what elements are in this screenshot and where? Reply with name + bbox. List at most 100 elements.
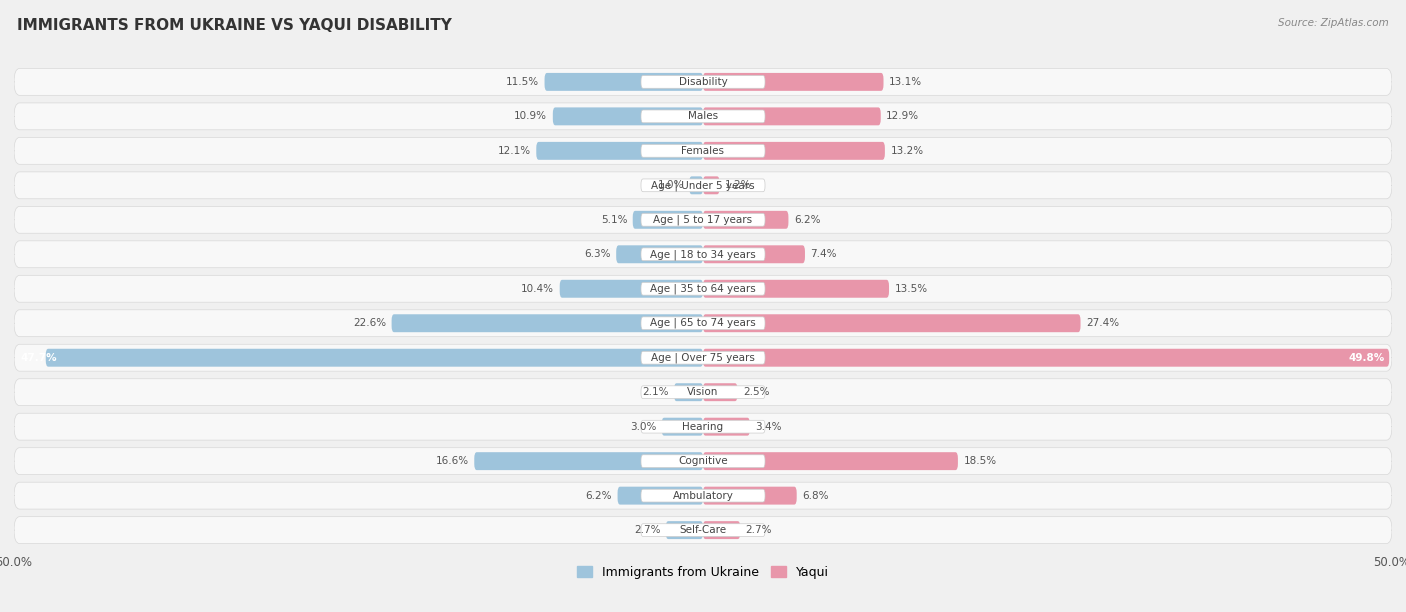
FancyBboxPatch shape	[703, 452, 957, 470]
Text: 47.7%: 47.7%	[21, 353, 58, 363]
FancyBboxPatch shape	[544, 73, 703, 91]
Text: Cognitive: Cognitive	[678, 456, 728, 466]
FancyBboxPatch shape	[703, 142, 884, 160]
FancyBboxPatch shape	[641, 455, 765, 468]
Text: 18.5%: 18.5%	[963, 456, 997, 466]
Text: 3.0%: 3.0%	[630, 422, 657, 431]
Text: Source: ZipAtlas.com: Source: ZipAtlas.com	[1278, 18, 1389, 28]
Text: IMMIGRANTS FROM UKRAINE VS YAQUI DISABILITY: IMMIGRANTS FROM UKRAINE VS YAQUI DISABIL…	[17, 18, 451, 34]
Text: 2.7%: 2.7%	[634, 525, 661, 535]
FancyBboxPatch shape	[703, 418, 749, 436]
FancyBboxPatch shape	[703, 73, 883, 91]
Text: 6.3%: 6.3%	[583, 249, 610, 259]
Legend: Immigrants from Ukraine, Yaqui: Immigrants from Ukraine, Yaqui	[576, 566, 830, 579]
FancyBboxPatch shape	[673, 383, 703, 401]
Text: 13.5%: 13.5%	[894, 284, 928, 294]
Text: 6.8%: 6.8%	[803, 491, 828, 501]
FancyBboxPatch shape	[14, 206, 1392, 233]
Text: 6.2%: 6.2%	[794, 215, 821, 225]
FancyBboxPatch shape	[633, 211, 703, 229]
Text: 11.5%: 11.5%	[506, 77, 538, 87]
Text: 1.0%: 1.0%	[658, 181, 683, 190]
FancyBboxPatch shape	[703, 383, 738, 401]
FancyBboxPatch shape	[689, 176, 703, 194]
Text: 27.4%: 27.4%	[1085, 318, 1119, 328]
Text: Age | 5 to 17 years: Age | 5 to 17 years	[654, 215, 752, 225]
FancyBboxPatch shape	[641, 248, 765, 261]
FancyBboxPatch shape	[14, 103, 1392, 130]
FancyBboxPatch shape	[14, 379, 1392, 406]
FancyBboxPatch shape	[703, 107, 880, 125]
Text: Age | 35 to 64 years: Age | 35 to 64 years	[650, 283, 756, 294]
FancyBboxPatch shape	[641, 282, 765, 295]
Text: Age | 65 to 74 years: Age | 65 to 74 years	[650, 318, 756, 329]
Text: 12.9%: 12.9%	[886, 111, 920, 121]
Text: 7.4%: 7.4%	[810, 249, 837, 259]
FancyBboxPatch shape	[617, 487, 703, 505]
FancyBboxPatch shape	[14, 345, 1392, 371]
FancyBboxPatch shape	[662, 418, 703, 436]
Text: 6.2%: 6.2%	[585, 491, 612, 501]
FancyBboxPatch shape	[703, 280, 889, 297]
Text: 3.4%: 3.4%	[755, 422, 782, 431]
FancyBboxPatch shape	[14, 413, 1392, 440]
FancyBboxPatch shape	[553, 107, 703, 125]
FancyBboxPatch shape	[14, 69, 1392, 95]
Text: 49.8%: 49.8%	[1348, 353, 1385, 363]
FancyBboxPatch shape	[14, 482, 1392, 509]
Text: Disability: Disability	[679, 77, 727, 87]
FancyBboxPatch shape	[392, 315, 703, 332]
FancyBboxPatch shape	[641, 489, 765, 502]
Text: Hearing: Hearing	[682, 422, 724, 431]
FancyBboxPatch shape	[14, 310, 1392, 337]
FancyBboxPatch shape	[703, 521, 740, 539]
Text: 2.7%: 2.7%	[745, 525, 772, 535]
FancyBboxPatch shape	[560, 280, 703, 297]
Text: 10.4%: 10.4%	[522, 284, 554, 294]
FancyBboxPatch shape	[616, 245, 703, 263]
FancyBboxPatch shape	[14, 138, 1392, 164]
FancyBboxPatch shape	[641, 351, 765, 364]
Text: 16.6%: 16.6%	[436, 456, 468, 466]
FancyBboxPatch shape	[641, 75, 765, 88]
FancyBboxPatch shape	[703, 487, 797, 505]
FancyBboxPatch shape	[641, 110, 765, 123]
FancyBboxPatch shape	[703, 211, 789, 229]
FancyBboxPatch shape	[14, 448, 1392, 474]
Text: 5.1%: 5.1%	[600, 215, 627, 225]
Text: 22.6%: 22.6%	[353, 318, 387, 328]
FancyBboxPatch shape	[46, 349, 703, 367]
FancyBboxPatch shape	[14, 172, 1392, 199]
FancyBboxPatch shape	[14, 275, 1392, 302]
Text: 1.2%: 1.2%	[725, 181, 752, 190]
Text: 2.5%: 2.5%	[742, 387, 769, 397]
FancyBboxPatch shape	[703, 349, 1389, 367]
Text: Self-Care: Self-Care	[679, 525, 727, 535]
Text: Vision: Vision	[688, 387, 718, 397]
FancyBboxPatch shape	[703, 176, 720, 194]
FancyBboxPatch shape	[703, 245, 806, 263]
FancyBboxPatch shape	[641, 524, 765, 537]
FancyBboxPatch shape	[536, 142, 703, 160]
Text: 12.1%: 12.1%	[498, 146, 531, 156]
FancyBboxPatch shape	[14, 241, 1392, 267]
Text: Ambulatory: Ambulatory	[672, 491, 734, 501]
FancyBboxPatch shape	[641, 214, 765, 226]
Text: Females: Females	[682, 146, 724, 156]
FancyBboxPatch shape	[641, 420, 765, 433]
Text: Age | 18 to 34 years: Age | 18 to 34 years	[650, 249, 756, 259]
FancyBboxPatch shape	[474, 452, 703, 470]
Text: 10.9%: 10.9%	[515, 111, 547, 121]
Text: Age | Over 75 years: Age | Over 75 years	[651, 353, 755, 363]
FancyBboxPatch shape	[641, 386, 765, 398]
FancyBboxPatch shape	[641, 317, 765, 330]
Text: Age | Under 5 years: Age | Under 5 years	[651, 180, 755, 190]
Text: 2.1%: 2.1%	[643, 387, 669, 397]
FancyBboxPatch shape	[703, 315, 1081, 332]
FancyBboxPatch shape	[14, 517, 1392, 543]
Text: Males: Males	[688, 111, 718, 121]
FancyBboxPatch shape	[641, 179, 765, 192]
FancyBboxPatch shape	[666, 521, 703, 539]
FancyBboxPatch shape	[641, 144, 765, 157]
Text: 13.2%: 13.2%	[890, 146, 924, 156]
